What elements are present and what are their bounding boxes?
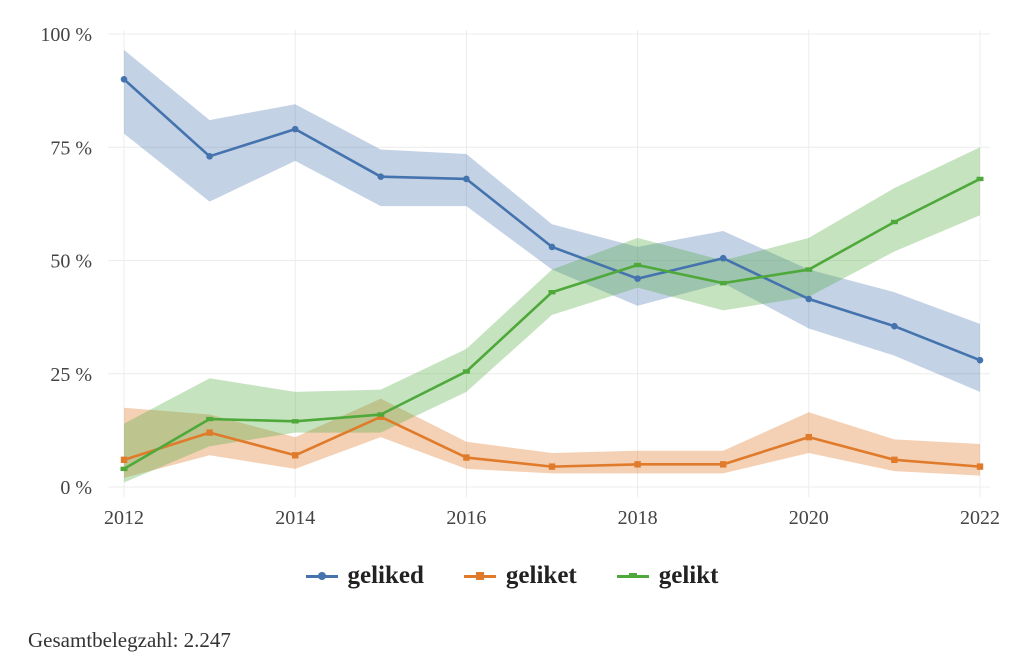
point-geliket <box>976 463 984 470</box>
x-axis: 2012 2014 2016 2018 2020 2022 <box>104 507 1000 529</box>
point-gelikt <box>890 219 898 225</box>
point-geliked <box>120 76 128 83</box>
point-gelikt <box>377 412 385 417</box>
grid-lines <box>108 30 990 497</box>
point-geliket <box>206 429 213 436</box>
point-geliket <box>891 456 898 464</box>
legend-symbol-geliked <box>305 569 338 583</box>
point-geliked <box>291 125 299 133</box>
point-geliked <box>206 153 213 160</box>
y-tick-label: 50 % <box>50 251 92 273</box>
x-tick-label: 2018 <box>618 507 658 529</box>
x-tick-label: 2022 <box>960 507 1000 529</box>
point-gelikt <box>976 176 984 182</box>
point-geliket <box>805 433 812 441</box>
point-geliket <box>548 463 556 470</box>
point-geliket <box>720 461 727 468</box>
x-tick-label: 2014 <box>275 507 315 529</box>
point-geliked <box>548 243 556 251</box>
point-geliked <box>805 295 813 303</box>
legend-item-geliked[interactable]: geliked <box>305 562 424 590</box>
point-geliked <box>719 254 727 262</box>
x-tick-label: 2020 <box>789 507 829 529</box>
y-tick-label: 100 % <box>40 24 92 46</box>
legend-label-gelikt: gelikt <box>658 562 719 589</box>
total-count-label: Gesamtbelegzahl: 2.247 <box>28 628 231 652</box>
y-tick-label: 0 % <box>60 477 92 499</box>
point-geliket <box>634 461 641 468</box>
y-axis: 0 % 25 % 50 % 75 % 100 % <box>40 24 92 499</box>
legend-item-geliket[interactable]: geliket <box>463 562 577 590</box>
point-gelikt <box>462 369 470 374</box>
y-tick-label: 25 % <box>50 364 92 386</box>
legend-symbol-geliket <box>463 569 496 583</box>
point-gelikt <box>634 262 642 268</box>
point-geliket <box>292 452 299 459</box>
legend-symbol-gelikt <box>616 569 649 583</box>
point-geliked <box>976 356 984 364</box>
legend-item-gelikt[interactable]: gelikt <box>616 562 719 590</box>
point-geliket <box>120 456 128 464</box>
point-geliket <box>463 454 470 461</box>
legend-label-geliket: geliket <box>505 562 577 589</box>
point-gelikt <box>719 280 727 286</box>
x-tick-label: 2012 <box>104 507 144 529</box>
point-geliked <box>463 175 470 183</box>
point-geliket <box>377 413 384 420</box>
point-gelikt <box>206 416 214 422</box>
x-tick-label: 2016 <box>446 507 486 529</box>
y-tick-label: 75 % <box>50 137 92 159</box>
band-geliked <box>124 49 980 392</box>
series-markers <box>120 76 984 472</box>
point-gelikt <box>120 466 128 472</box>
legend-label-geliked: geliked <box>347 562 424 589</box>
point-gelikt <box>805 267 813 272</box>
point-geliked <box>634 275 641 282</box>
band-gelikt <box>124 147 980 483</box>
confidence-bands <box>124 49 980 483</box>
legend: geliked geliket gelikt <box>0 562 1024 590</box>
point-gelikt <box>548 290 556 295</box>
chart-plot: 0 % 25 % 50 % 75 % 100 % 2012 2014 2016 2018 202… <box>40 24 1000 529</box>
point-geliked <box>891 322 898 330</box>
point-gelikt <box>291 419 299 424</box>
point-geliked <box>377 173 385 180</box>
